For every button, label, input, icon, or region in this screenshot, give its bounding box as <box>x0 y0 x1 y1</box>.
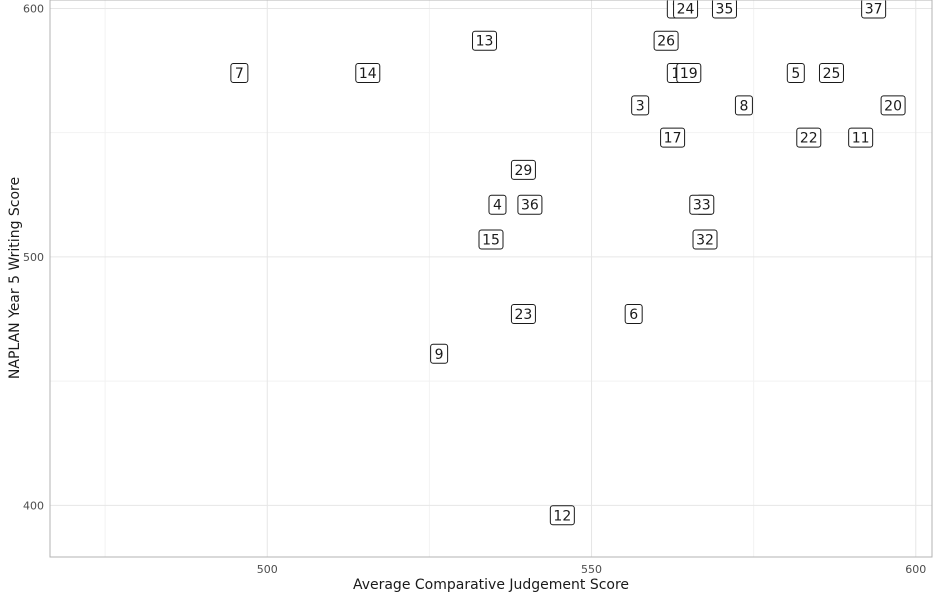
data-point-box <box>549 505 575 526</box>
data-point: 33 <box>689 194 715 215</box>
data-point-label: 15 <box>482 232 500 248</box>
data-point: 5 <box>786 63 805 84</box>
data-point: 22 <box>796 127 822 148</box>
data-point: 12 <box>549 505 575 526</box>
data-point-box <box>786 63 805 84</box>
data-point-box <box>818 63 844 84</box>
data-point: 36 <box>517 194 543 215</box>
y-tick-label: 500 <box>23 251 44 264</box>
data-point-label: 11 <box>852 131 870 147</box>
data-point-box <box>653 30 679 51</box>
data-point: 17 <box>660 127 686 148</box>
data-point-label: 37 <box>865 1 883 17</box>
data-point-label: 25 <box>823 66 841 82</box>
data-point: 24 <box>673 0 699 19</box>
data-point-label: 29 <box>515 163 533 179</box>
data-point-box <box>355 63 381 84</box>
data-point-label: 20 <box>884 98 902 114</box>
data-point-box <box>430 343 449 364</box>
data-point-box <box>692 229 718 250</box>
data-point-label: 26 <box>657 34 675 50</box>
data-point-label: 32 <box>696 232 714 248</box>
data-point-box <box>848 127 874 148</box>
data-point-label: 3 <box>636 98 645 114</box>
data-point-label: 12 <box>553 508 571 524</box>
data-point: 32 <box>692 229 718 250</box>
data-point: 29 <box>510 159 536 180</box>
data-point-label: 13 <box>476 34 494 50</box>
data-point-box <box>796 127 822 148</box>
data-point-label: 23 <box>515 307 533 323</box>
data-point: 11 <box>848 127 874 148</box>
data-point-label: 7 <box>235 66 244 82</box>
data-point-box <box>734 95 753 116</box>
data-point-box <box>472 30 498 51</box>
data-point-box <box>624 304 643 325</box>
data-point-box <box>689 194 715 215</box>
data-point: 15 <box>478 229 504 250</box>
data-point-label: 5 <box>791 66 800 82</box>
data-point-box <box>676 63 702 84</box>
data-point: 6 <box>624 304 643 325</box>
data-point-label: 22 <box>800 131 818 147</box>
data-point: 26 <box>653 30 679 51</box>
data-point: 13 <box>472 30 498 51</box>
data-point-label: 33 <box>693 198 711 214</box>
data-points: 7141329436152391212435372611952538201722… <box>230 0 906 526</box>
panel-border <box>49 0 933 558</box>
x-tick-labels: 500 550 600 <box>257 563 927 576</box>
y-tick-labels: 400 500 600 <box>23 2 44 512</box>
data-point-label: 4 <box>493 198 502 214</box>
y-tick-label: 400 <box>23 499 44 512</box>
data-point: 4 <box>488 194 507 215</box>
data-point-label: 9 <box>435 347 444 363</box>
data-point-box <box>510 304 536 325</box>
data-point-label: 35 <box>716 1 734 17</box>
data-point: 19 <box>676 63 702 84</box>
data-point-box <box>880 95 906 116</box>
data-point: 7 <box>230 63 249 84</box>
data-point-box <box>230 63 249 84</box>
data-point-label: 36 <box>521 198 539 214</box>
x-axis-title: Average Comparative Judgement Score <box>353 577 629 593</box>
data-point: 35 <box>711 0 737 19</box>
data-point-box <box>478 229 504 250</box>
data-point: 3 <box>631 95 650 116</box>
x-tick-label: 600 <box>905 563 926 576</box>
x-tick-label: 550 <box>581 563 602 576</box>
data-point: 37 <box>861 0 887 19</box>
data-point-label: 17 <box>664 131 682 147</box>
data-point: 9 <box>430 343 449 364</box>
data-point-box <box>488 194 507 215</box>
y-axis-title: NAPLAN Year 5 Writing Score <box>7 177 23 379</box>
data-point-box <box>517 194 543 215</box>
y-tick-label: 600 <box>23 2 44 15</box>
data-point-box <box>711 0 737 19</box>
data-point: 8 <box>734 95 753 116</box>
data-point-label: 19 <box>680 66 698 82</box>
data-point-label: 8 <box>739 98 748 114</box>
data-point-box <box>660 127 686 148</box>
data-point-box <box>673 0 699 19</box>
data-point: 25 <box>818 63 844 84</box>
data-point-box <box>510 159 536 180</box>
grid <box>50 0 932 557</box>
x-tick-label: 500 <box>257 563 278 576</box>
data-point: 20 <box>880 95 906 116</box>
data-point: 23 <box>510 304 536 325</box>
data-point-box <box>631 95 650 116</box>
data-point-label: 1 <box>671 66 680 82</box>
data-point-box <box>861 0 887 19</box>
data-point: 14 <box>355 63 381 84</box>
data-point-label: 24 <box>677 1 695 17</box>
data-point-label: 14 <box>359 66 377 82</box>
data-point-label: 6 <box>629 307 638 323</box>
